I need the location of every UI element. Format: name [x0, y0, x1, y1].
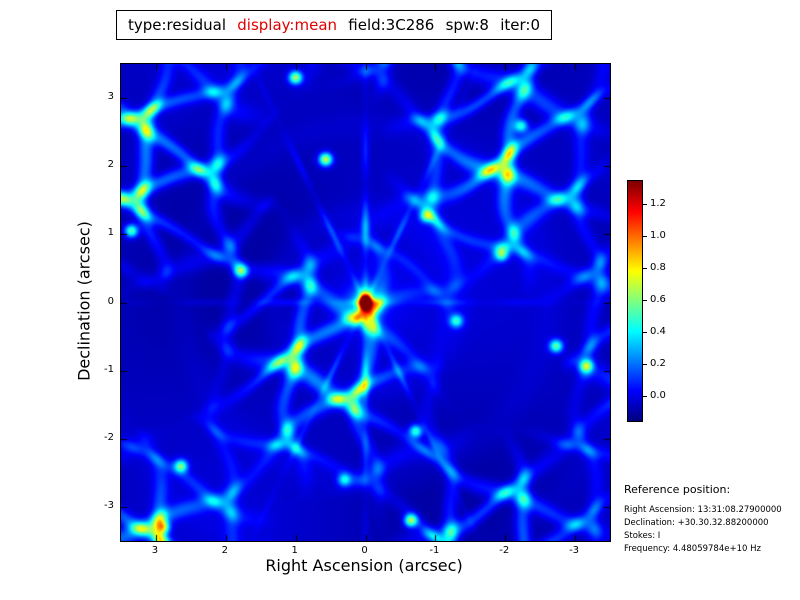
colorbar-tick — [643, 364, 647, 365]
reference-declination: Declination: +30.30.32.88200000 — [624, 518, 769, 528]
reference-stokes: Stokes: I — [624, 531, 661, 541]
reference-right-ascension: Right Ascension: 13:31:08.27900000 — [624, 505, 782, 515]
title-segment-2: field:3C286 — [348, 16, 435, 34]
reference-position-block: Reference position: Right Ascension: 13:… — [624, 483, 782, 556]
x-tick-label: 3 — [151, 545, 159, 556]
x-tick-label: -2 — [499, 545, 510, 556]
title-segment-4: iter:0 — [500, 16, 541, 34]
title-segment-1: display:mean — [237, 16, 338, 34]
colorbar-tick-label: 0.6 — [650, 294, 666, 305]
plot-title-box: type:residual display:mean field:3C286 spw:… — [116, 10, 553, 40]
colorbar-tick-label: 0.8 — [650, 262, 666, 273]
colorbar-tick — [643, 332, 647, 333]
x-tick-label: 0 — [361, 545, 368, 556]
colorbar-tick — [643, 236, 647, 237]
y-tick-label: -2 — [104, 431, 114, 443]
colorbar-tick — [643, 300, 647, 301]
colorbar-gradient — [627, 180, 643, 422]
title-segment-3: spw:8 — [445, 16, 489, 34]
y-tick-label: 2 — [107, 159, 114, 171]
reference-frequency: Frequency: 4.48059784e+10 Hz — [624, 544, 761, 554]
residual-heatmap-canvas — [121, 64, 610, 541]
y-tick-label: 1 — [107, 227, 114, 239]
colorbar-tick-label: 0.4 — [650, 326, 666, 337]
image-plot-frame — [120, 63, 611, 542]
colorbar-tick — [643, 396, 647, 397]
x-tick-label: 1 — [291, 545, 298, 556]
colorbar-tick-label: 1.2 — [650, 198, 666, 209]
x-tick-label: 2 — [221, 545, 228, 556]
x-tick-label: -1 — [429, 545, 440, 556]
y-tick-label: -1 — [104, 363, 114, 375]
colorbar-tick — [643, 204, 647, 205]
colorbar-tick — [643, 268, 647, 269]
y-tick-label: -3 — [104, 499, 114, 511]
colorbar-tick-label: 0.0 — [650, 390, 666, 401]
colorbar-tick-label: 1.0 — [650, 230, 666, 241]
reference-position-heading: Reference position: — [624, 483, 731, 496]
colorbar-tick-label: 0.2 — [650, 358, 666, 369]
x-tick-label: -3 — [569, 545, 580, 556]
y-tick-label: 3 — [107, 91, 114, 103]
y-tick-label: 0 — [107, 295, 114, 307]
x-axis-label: Right Ascension (arcsec) — [265, 556, 463, 575]
title-segment-0: type:residual — [128, 16, 226, 34]
